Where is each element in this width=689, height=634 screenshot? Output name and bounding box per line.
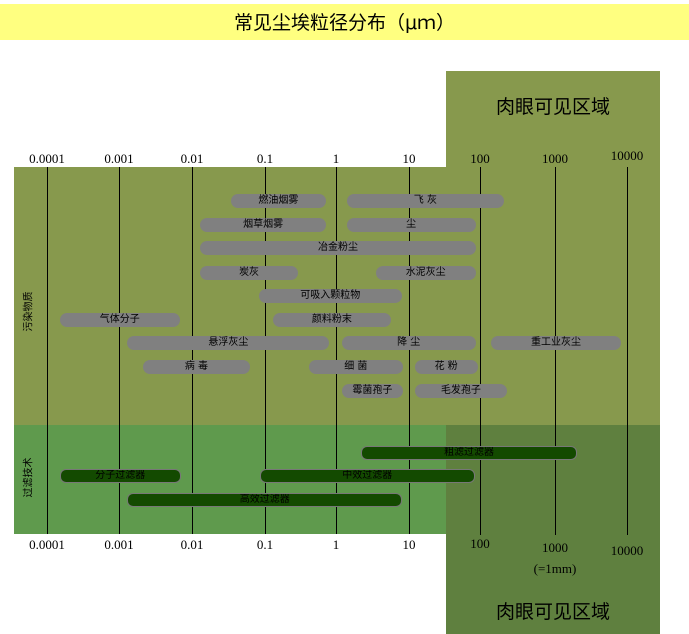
tick-label-top: 1 (332, 151, 340, 166)
pollutant-bar: 尘 (346, 218, 476, 232)
visible-region-label-top: 肉眼可见区域 (495, 96, 610, 118)
filter-bar: 中效过滤器 (259, 469, 475, 483)
pollutant-bar: 燃油烟雾 (230, 194, 326, 208)
side-label-pollutants: 污染物质 (23, 291, 35, 332)
filter-bar: 分子过滤器 (59, 469, 181, 483)
pollutant-bar: 毛发孢子 (414, 384, 508, 398)
gridline (265, 167, 266, 534)
tick-label-bottom: 100 (470, 536, 490, 551)
visible-region-label-bottom: 肉眼可见区域 (495, 601, 610, 623)
pollutant-bar: 飞 灰 (346, 194, 505, 208)
title-band (0, 4, 689, 40)
pollutant-bar: 冶金粉尘 (200, 241, 476, 255)
pollutant-bar: 重工业灰尘 (490, 336, 622, 350)
tick-label-bottom: 1000 (542, 540, 568, 555)
pollutant-bar: 花 粉 (414, 360, 478, 374)
tick-label-top: 100 (470, 151, 490, 166)
filter-bar: 高效过滤器 (127, 493, 403, 507)
pollutant-bar: 烟草烟雾 (200, 218, 326, 232)
gridline (627, 167, 628, 535)
pollutant-bar: 细 菌 (308, 360, 404, 374)
filter-bar: 粗滤过滤器 (360, 446, 578, 460)
gridline (409, 167, 410, 534)
pollutant-bar: 气体分子 (59, 313, 180, 327)
pollutant-bar: 炭灰 (200, 266, 298, 280)
tick-label-top: 0.01 (180, 151, 204, 166)
tick-label-bottom: 0.01 (180, 537, 204, 552)
pollutant-bar: 悬浮灰尘 (127, 336, 330, 350)
tick-label-bottom: 0.1 (256, 537, 274, 552)
tick-label-top: 10 (402, 151, 416, 166)
gridline (555, 167, 556, 535)
tick-label-top: 1000 (542, 151, 568, 166)
pollutant-bar: 降 尘 (341, 336, 476, 350)
tick-label-top: 0.1 (256, 151, 274, 166)
tick-label-bottom: 0.001 (104, 537, 134, 552)
gridline (119, 167, 120, 534)
tick-label-bottom: 10000 (610, 543, 644, 558)
tick-label-top: 0.0001 (29, 151, 65, 166)
pollutant-bar: 颜料粉末 (273, 313, 391, 327)
tick-label-top: 0.001 (104, 151, 134, 166)
gridline (336, 167, 337, 534)
gridline (192, 167, 193, 534)
tick-label-top: 10000 (610, 148, 644, 163)
side-label-filtration: 过滤技术 (23, 457, 35, 498)
gridline (480, 167, 481, 535)
tick-label-bottom: 1 (332, 537, 340, 552)
tick-label-bottom: 10 (402, 537, 416, 552)
tick-note: (=1mm) (533, 561, 577, 576)
gridline (47, 167, 48, 534)
pollutant-bar: 霉菌孢子 (341, 384, 404, 398)
page-title: 常见尘埃粒径分布（μｍ） (233, 12, 456, 34)
pollutant-bar: 水泥灰尘 (375, 266, 476, 280)
pollutant-bar: 可吸入颗粒物 (259, 289, 402, 303)
pollutant-bar: 病 毒 (142, 360, 251, 374)
tick-label-bottom: 0.0001 (29, 537, 65, 552)
